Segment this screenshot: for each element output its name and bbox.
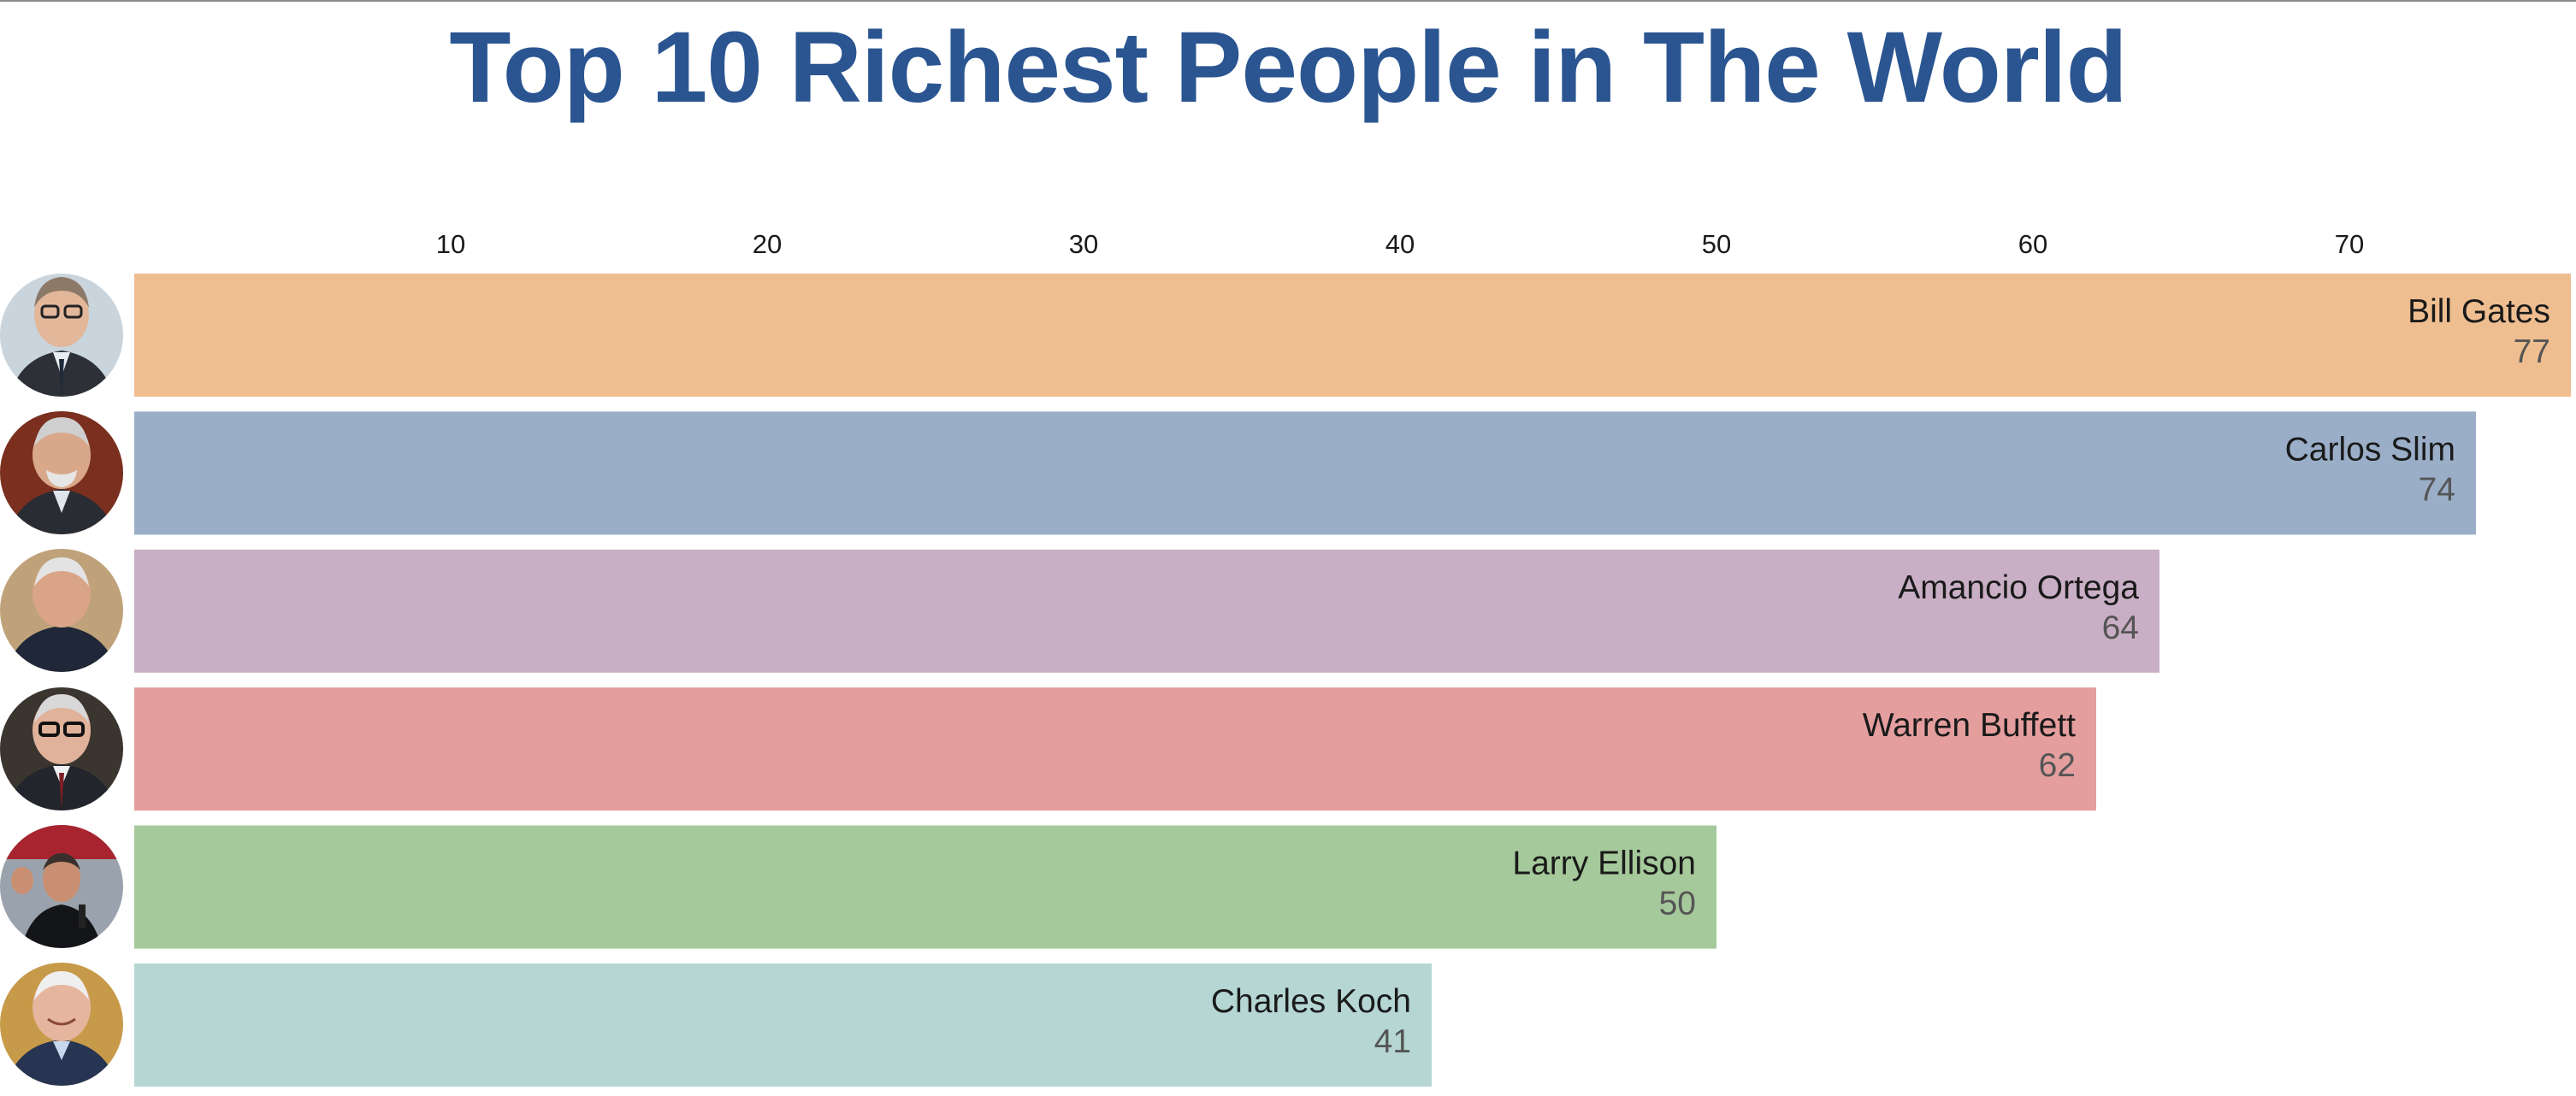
- avatar-carlos-slim: [0, 411, 123, 534]
- x-tick-label: 30: [1069, 229, 1098, 259]
- avatar-larry-ellison: [0, 825, 123, 948]
- bar-charles-koch: [134, 963, 1432, 1087]
- bar-name-label: Warren Buffett: [1863, 707, 2076, 744]
- bar-name-label: Charles Koch: [1211, 983, 1411, 1020]
- bar-name-label: Carlos Slim: [2285, 431, 2455, 468]
- bar-value-label: 41: [1374, 1023, 1411, 1060]
- avatar-column: [0, 274, 123, 1086]
- x-axis: 10 20 30 40 50 60 70: [436, 229, 2364, 259]
- bar-name-label: Amancio Ortega: [1898, 569, 2139, 606]
- bar-warren-buffett: [134, 687, 2096, 811]
- bar-name-label: Larry Ellison: [1512, 846, 1696, 882]
- bar-bill-gates: [134, 274, 2571, 397]
- avatar-amancio-ortega: [0, 549, 123, 672]
- bar-value-label: 50: [1659, 886, 1696, 922]
- x-tick-label: 70: [2335, 229, 2364, 259]
- x-tick-label: 20: [753, 229, 782, 259]
- avatar-warren-buffett: [0, 687, 123, 810]
- top-border-line: [0, 0, 2576, 2]
- x-tick-label: 40: [1385, 229, 1415, 259]
- chart-title: Top 10 Richest People in The World: [449, 11, 2127, 124]
- bar-value-label: 74: [2419, 471, 2455, 508]
- avatar-charles-koch: [0, 963, 123, 1086]
- x-tick-label: 50: [1702, 229, 1731, 259]
- bar-larry-ellison: [134, 825, 1716, 949]
- bar-amancio-ortega: [134, 549, 2159, 673]
- avatar-bill-gates: [0, 274, 123, 397]
- bar-value-label: 62: [2039, 747, 2076, 784]
- bar-carlos-slim: [134, 411, 2476, 535]
- bar-name-label: Bill Gates: [2408, 293, 2550, 330]
- bar-value-label: 77: [2514, 333, 2550, 370]
- x-tick-label: 60: [2018, 229, 2047, 259]
- bar-value-label: 64: [2102, 610, 2139, 646]
- x-tick-label: 10: [436, 229, 465, 259]
